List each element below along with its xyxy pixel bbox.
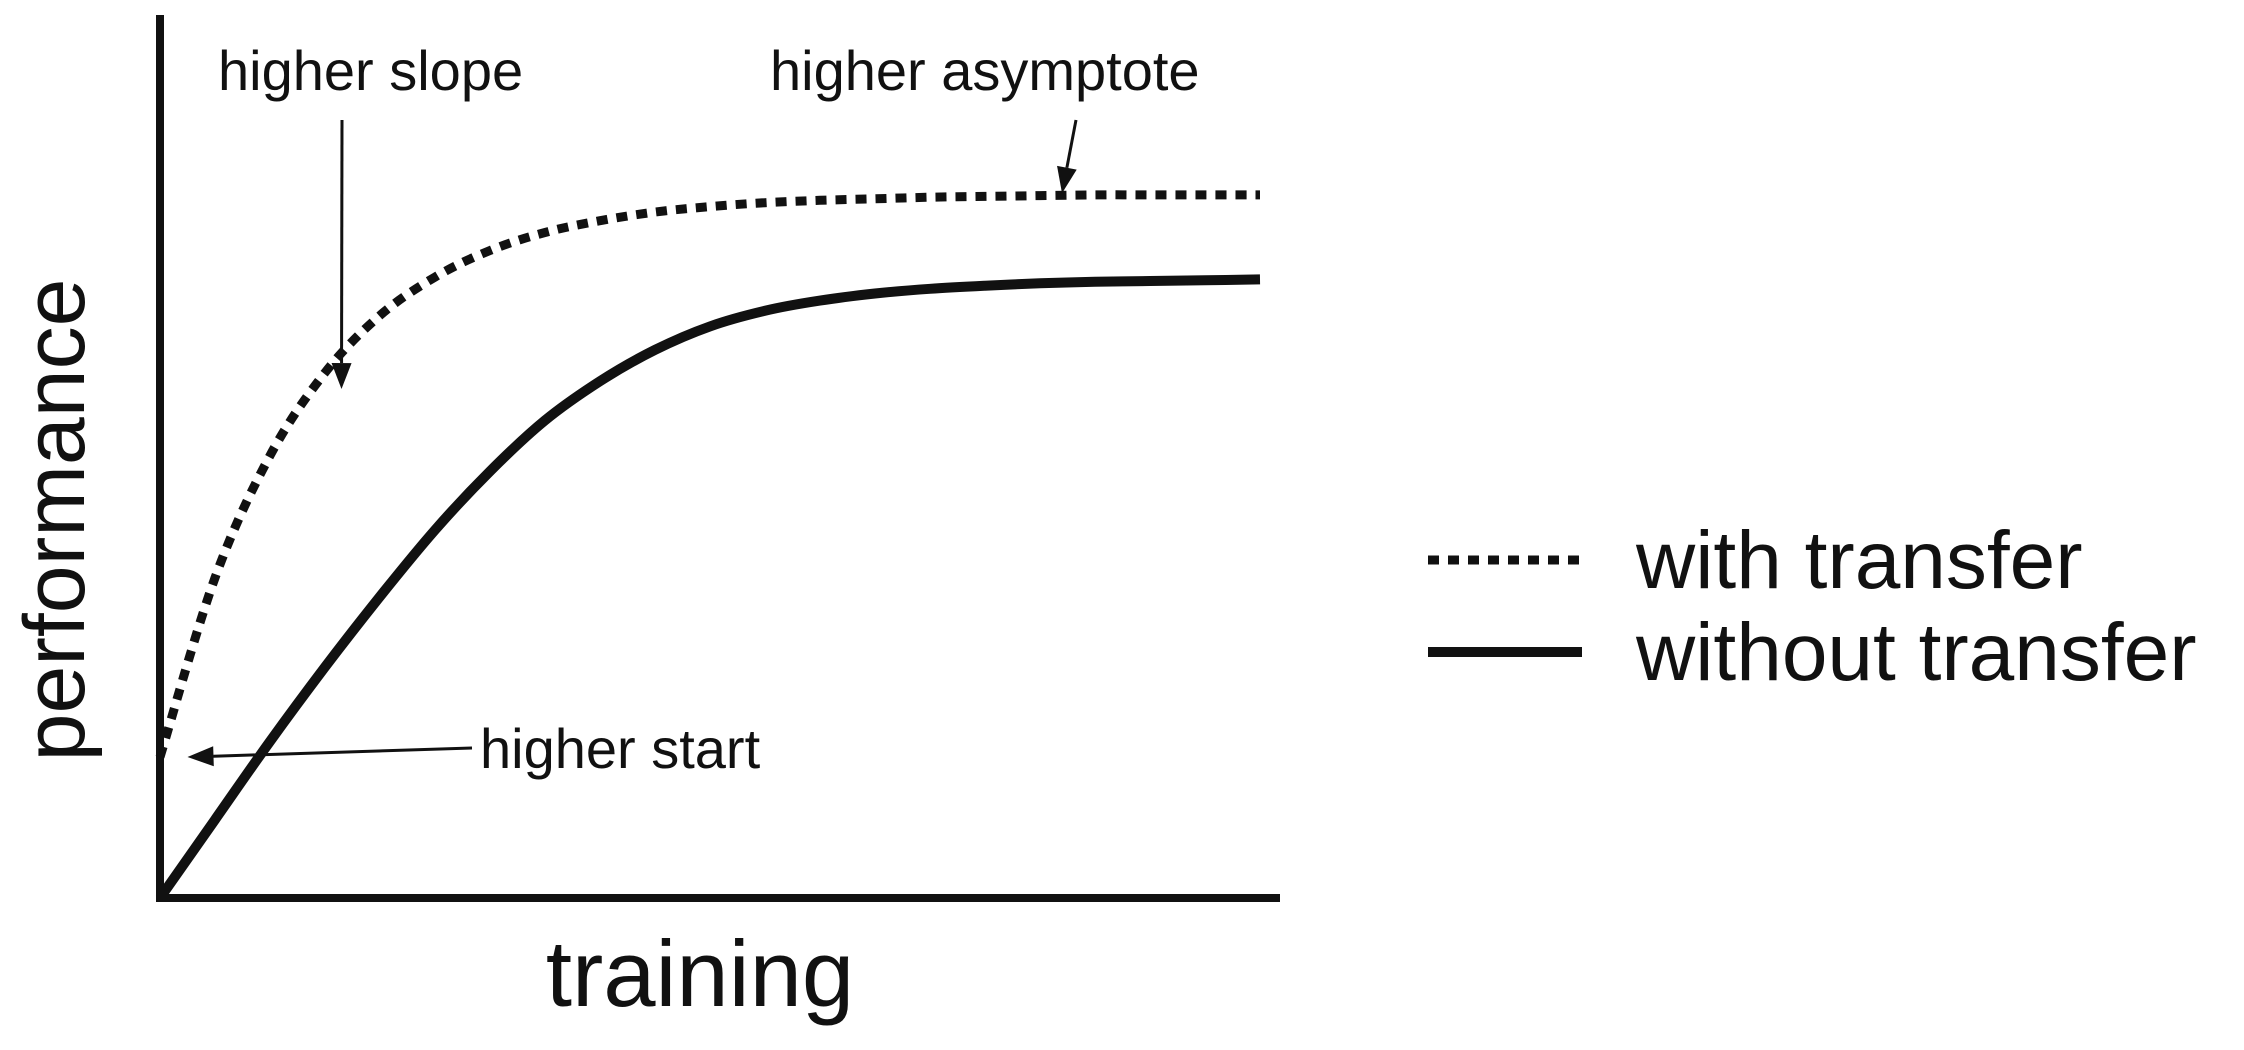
annotation-higher-asymptote: higher asymptote [770,39,1200,102]
arrow-line-higher-start [213,746,473,758]
arrow-head-higher-asymptote [1057,165,1077,194]
legend-label-1: without transfer [1635,607,2197,698]
series-line-without-transfer [155,274,1261,901]
series-line-with-transfer [155,190,1260,759]
annotation-higher-start: higher start [480,717,761,780]
annotation-layer: higher slope higher asymptote higher start [187,39,1200,780]
plot-area: training performance higher slope higher … [7,15,1280,1026]
arrow-line-higher-asymptote [1065,119,1078,169]
arrow-head-higher-start [187,746,214,767]
legend-label-0: with transfer [1635,515,2083,606]
annotation-higher-slope: higher slope [218,39,523,102]
arrow-head-higher-slope [331,363,352,390]
series-layer [155,190,1261,901]
x-axis-title: training [546,921,854,1026]
y-axis-title: performance [7,279,103,762]
